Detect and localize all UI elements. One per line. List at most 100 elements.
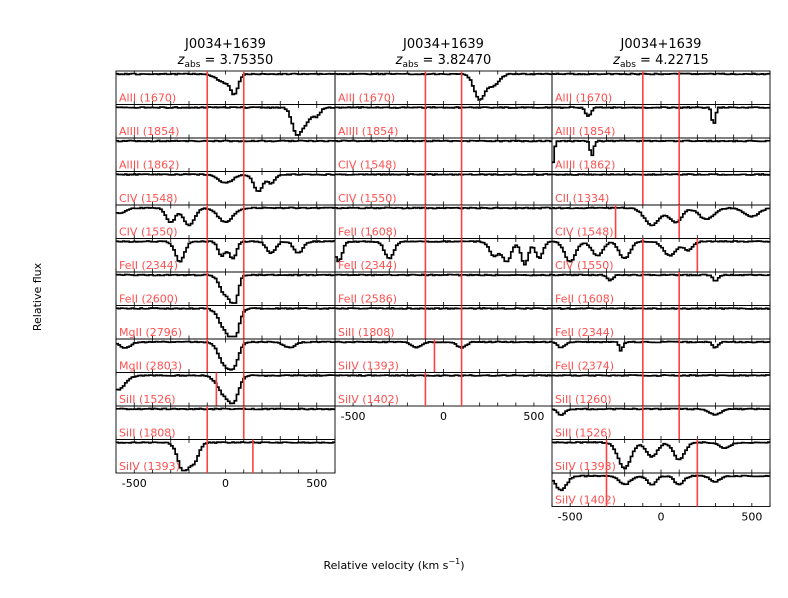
spectrum-panel: SiIV (1393)	[115, 439, 336, 474]
spectrum-line	[116, 240, 335, 263]
spectrum-panel: FeII (2586)	[334, 271, 553, 306]
spectrum-line	[116, 72, 335, 96]
redshift-label: zabs = 3.75350	[177, 53, 274, 70]
spectrum-line	[552, 441, 770, 470]
spectrum-panel: SiIV (1402)	[551, 472, 771, 507]
transition-label: CIV (1550)	[119, 226, 178, 239]
spectrum-panel: CIV (1548)	[334, 137, 553, 172]
x-axis-label: Relative velocity (km s−1)	[323, 557, 464, 572]
spectrum-line	[116, 206, 335, 227]
transition-label: MgII (2796)	[119, 326, 182, 339]
transition-label: FeII (2600)	[119, 293, 178, 306]
transition-label: SiIV (1393)	[338, 360, 399, 373]
transition-label: AlIII (1854)	[119, 125, 179, 138]
transition-label: AlII (1670)	[338, 92, 395, 105]
spectrum-panel: MgII (2796)	[115, 305, 336, 340]
spectrum-line	[335, 240, 552, 266]
spectrum-panel: AlIII (1854)	[551, 104, 771, 139]
redshift-symbol: z	[395, 53, 404, 68]
spectrum-panel: FeII (2374)	[551, 338, 771, 373]
spectrum-line	[116, 106, 335, 136]
spectrum-line	[552, 206, 770, 227]
spectrum-line	[116, 340, 335, 371]
transition-label: CII (1334)	[555, 192, 609, 205]
transition-label: AlIII (1854)	[338, 125, 398, 138]
transition-label: CIV (1550)	[555, 259, 614, 272]
spectrum-line	[335, 340, 552, 349]
spectrum-line	[552, 106, 770, 124]
spectrum-line	[552, 407, 770, 416]
x-axis-label-main: Relative velocity (km s	[323, 559, 448, 572]
spectrum-line	[116, 374, 335, 405]
transition-label: AlII (1670)	[119, 92, 176, 105]
spectrum-line	[552, 173, 770, 176]
transition-label: AlIII (1862)	[119, 159, 179, 172]
transition-label: CIV (1548)	[338, 159, 397, 172]
transition-label: CIV (1548)	[119, 192, 178, 205]
x-tick-label: 500	[306, 477, 327, 490]
spectrum-line	[116, 139, 335, 143]
spectrum-panel: FeII (2344)	[334, 238, 553, 273]
redshift-value: = 4.22715	[636, 53, 709, 68]
spectrum-panel: AlII (1670)	[334, 70, 553, 105]
spectrum-panel: CIV (1550)	[334, 171, 553, 206]
spectrum-line	[335, 206, 552, 210]
x-tick-label: 0	[222, 477, 229, 490]
x-tick-label: -500	[122, 477, 147, 490]
transition-label: AlIII (1862)	[555, 159, 615, 172]
transition-label: FeII (1608)	[338, 226, 397, 239]
spectrum-panel: FeII (2344)	[551, 305, 771, 340]
spectrum-line	[552, 240, 770, 263]
spectrum-line	[116, 441, 335, 472]
spectrum-panel: CIV (1550)	[551, 238, 771, 273]
spectrum-panel: CII (1334)	[551, 171, 771, 206]
transition-label: FeII (2344)	[119, 259, 178, 272]
y-axis-label: Relative flux	[31, 262, 44, 331]
redshift-symbol: z	[177, 53, 186, 68]
transition-label: SiII (1808)	[119, 427, 176, 440]
transition-label: AlIII (1854)	[555, 125, 615, 138]
transition-label: FeII (1608)	[555, 293, 614, 306]
spectrum-line	[116, 273, 335, 304]
transition-label: SiIV (1402)	[338, 393, 399, 406]
x-tick-label: 0	[658, 511, 665, 524]
x-tick-label: 500	[523, 410, 544, 423]
x-tick-label: 500	[741, 511, 762, 524]
spectrum-line	[335, 173, 552, 176]
transition-label: FeII (2344)	[555, 326, 614, 339]
spectrum-line	[335, 106, 552, 109]
spectrum-panel: FeII (1608)	[334, 204, 553, 239]
spectrum-panel: AlIII (1862)	[551, 137, 771, 172]
redshift-symbol: z	[612, 53, 621, 68]
transition-label: FeII (2586)	[338, 293, 397, 306]
transition-label: AlII (1670)	[555, 92, 612, 105]
spectrum-line	[552, 273, 770, 282]
spectrum-panel: AlIII (1854)	[115, 104, 336, 139]
spectrum-panel: AlII (1670)	[115, 70, 336, 105]
transition-label: SiIV (1393)	[555, 460, 616, 473]
spectrum-panel: AlII (1670)	[551, 70, 771, 105]
spectrum-panel: AlIII (1862)	[115, 137, 336, 172]
spectrum-line	[552, 307, 770, 310]
spectrum-line	[552, 374, 770, 377]
spectrum-panel: SiII (1808)	[334, 305, 553, 340]
spectrum-line	[335, 374, 552, 377]
transition-label: SiII (1526)	[119, 393, 176, 406]
transition-label: MgII (2803)	[119, 360, 182, 373]
spectrum-panel: AlIII (1854)	[334, 104, 553, 139]
spectrum-line	[116, 407, 335, 411]
spectrum-panel: FeII (2600)	[115, 271, 336, 306]
spectrum-line	[116, 173, 335, 192]
chart-title: J0034+1639	[402, 37, 484, 52]
transition-label: SiII (1808)	[338, 326, 395, 339]
redshift-value: = 3.82470	[418, 53, 491, 68]
spectrum-line	[552, 139, 770, 164]
chart-title: J0034+1639	[620, 37, 702, 52]
spectrum-line	[335, 273, 552, 277]
redshift-subscript: abs	[402, 60, 418, 70]
transition-label: SiIV (1393)	[119, 460, 180, 473]
x-tick-label: 0	[440, 410, 447, 423]
spectrum-line	[552, 340, 770, 352]
